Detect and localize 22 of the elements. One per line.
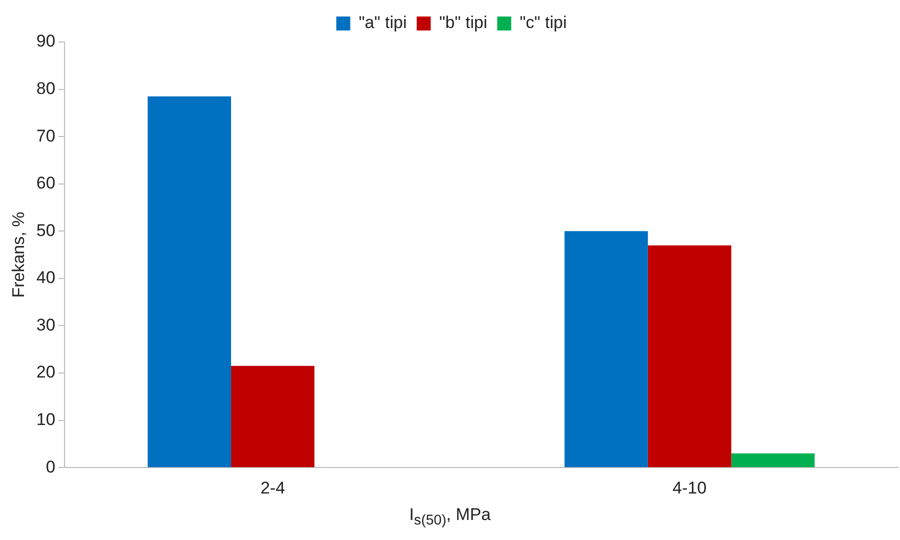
y-tick-label: 40 [36,268,56,288]
x-axis-title: I$_{s(50)}$, MPa [408,505,492,528]
bar [648,245,732,468]
y-tick-label: 0 [46,457,56,476]
bar [148,96,232,468]
y-tick-label: 80 [36,78,56,98]
bar [231,366,314,468]
y-tick-label: 30 [36,315,56,334]
y-tick-label: 90 [36,32,56,51]
bar [564,231,648,468]
legend-label: "a" tipi [358,13,407,32]
x-tick-label: 4-10 [672,478,707,498]
legend-label: "b" tipi [439,13,488,32]
y-tick-label: 70 [36,126,56,146]
y-tick-label: 20 [36,362,56,382]
y-tick-label: 50 [36,220,56,240]
y-tick-label: 60 [36,174,56,193]
legend-label: "c" tipi [520,13,567,32]
y-tick-label: 10 [36,410,56,429]
y-axis-title: Frekans, % [8,212,28,298]
x-tick-label: 2-4 [260,478,286,498]
bar [731,453,815,468]
